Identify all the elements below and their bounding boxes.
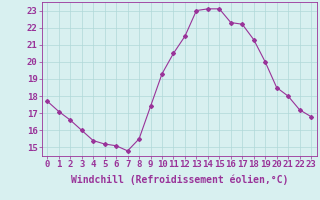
X-axis label: Windchill (Refroidissement éolien,°C): Windchill (Refroidissement éolien,°C) <box>70 175 288 185</box>
